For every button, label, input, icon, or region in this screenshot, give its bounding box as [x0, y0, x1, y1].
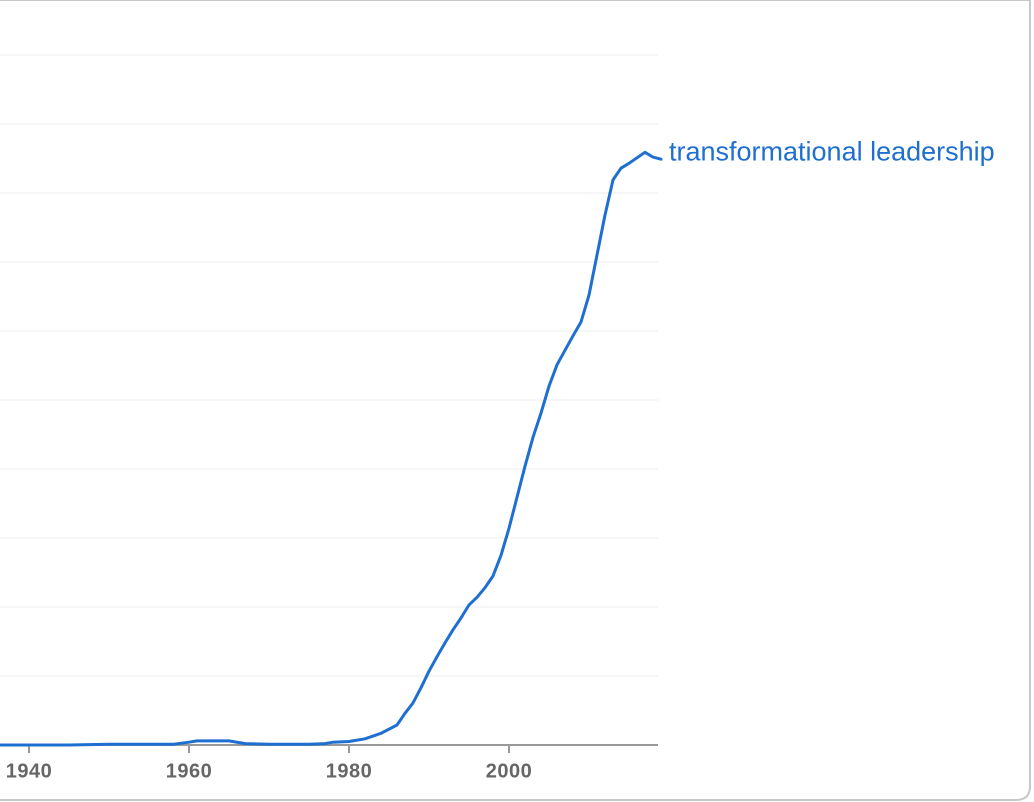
x-tick-label: 2000 — [486, 760, 533, 782]
series-line — [0, 150, 663, 747]
series-label: transformational leadership — [669, 136, 995, 166]
x-tick-label: 1940 — [6, 760, 53, 782]
x-tick-label: 1960 — [166, 760, 213, 782]
x-tick-label: 1980 — [326, 760, 373, 782]
